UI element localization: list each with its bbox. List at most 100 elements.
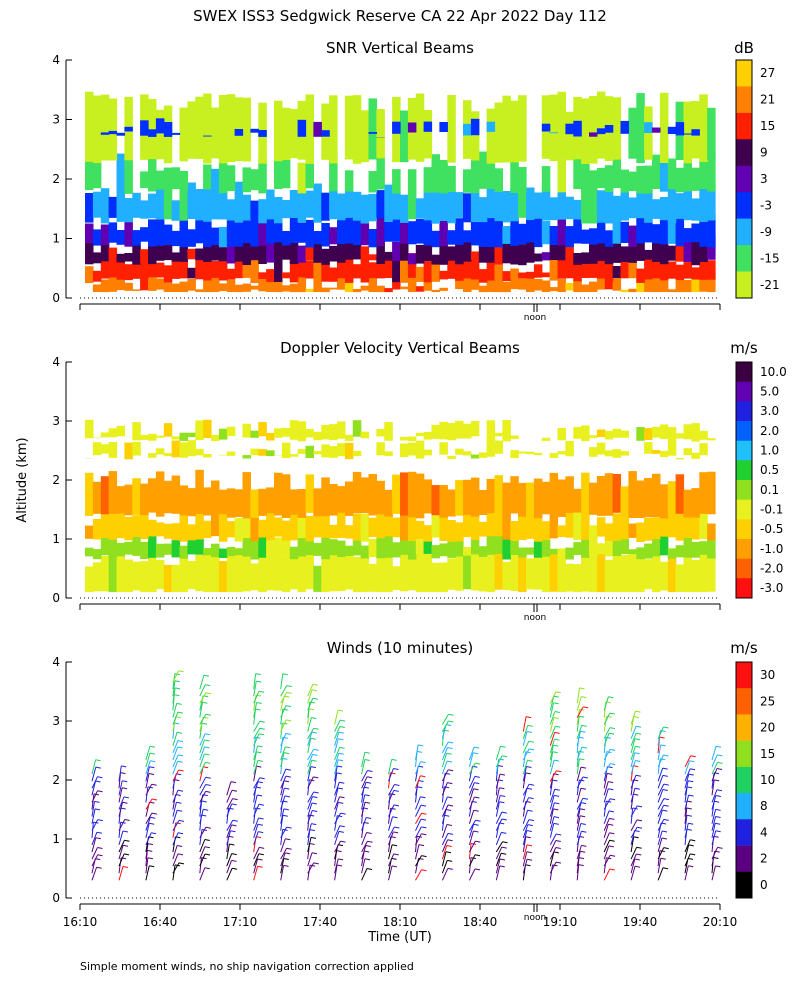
heatmap-cell (266, 279, 275, 292)
wind-barb-flag (149, 822, 155, 825)
heatmap-cell (541, 220, 551, 245)
heatmap-cell (596, 476, 606, 516)
wind-barb-flag (583, 706, 589, 709)
wind-barb (549, 795, 555, 810)
heatmap-cell (675, 433, 685, 439)
heatmap-cell (470, 539, 480, 555)
heatmap-cell (313, 257, 322, 280)
wind-barb (441, 782, 448, 796)
heatmap-cell (124, 282, 133, 291)
heatmap-cell (163, 122, 173, 137)
heatmap-cell (510, 100, 519, 163)
wind-barb (388, 808, 392, 824)
wind-barb-flag (502, 755, 508, 758)
heatmap-cell (360, 545, 370, 559)
heatmap-cell (211, 243, 220, 261)
wind-barb (603, 868, 611, 881)
heatmap-cell (644, 122, 653, 133)
heatmap-cell (132, 260, 141, 279)
colorbar-frame (735, 661, 753, 899)
heatmap-cell (289, 241, 299, 265)
heatmap-cell (195, 289, 204, 292)
wind-barb-flag (95, 780, 101, 783)
wind-barb-flag (391, 857, 397, 860)
wind-barb-flag (284, 787, 290, 790)
heatmap-cell (329, 95, 338, 164)
heatmap-cell (581, 472, 590, 515)
heatmap-cell (636, 268, 645, 283)
heatmap-cell (100, 188, 110, 224)
wind-barb (630, 853, 637, 867)
wind-barb-flag (311, 802, 317, 805)
wind-barb (495, 853, 502, 867)
heatmap-cell (392, 566, 401, 591)
wind-barb (576, 776, 584, 789)
wind-barb (253, 751, 257, 768)
heatmap-cell (518, 272, 527, 290)
heatmap-cell (337, 421, 346, 439)
wind-barb-flag (311, 852, 318, 855)
heatmap-cell (549, 287, 559, 292)
heatmap-cell (612, 513, 622, 541)
y-tick-label: 4 (52, 655, 60, 669)
heatmap-cell (203, 487, 212, 516)
wind-barb (307, 823, 312, 838)
wind-barb (280, 733, 287, 746)
wind-barb-flag (311, 731, 317, 734)
wind-barb (307, 852, 313, 867)
wind-barb (603, 798, 611, 810)
heatmap-cell (699, 241, 708, 262)
heatmap-cell (518, 167, 527, 193)
heatmap-cell (384, 216, 393, 242)
wind-barb (253, 728, 261, 739)
wind-barb (334, 765, 338, 782)
heatmap-cell (266, 551, 275, 591)
wind-barb-flag (634, 858, 640, 861)
wind-barb-flag (174, 722, 180, 725)
wind-barb-flag (447, 760, 453, 763)
wind-barb-flag (554, 759, 560, 762)
colorbar-label: 0 (760, 878, 768, 892)
wind-barb-flag (526, 830, 532, 832)
wind-barb (253, 745, 259, 761)
wind-barb-flag (286, 719, 292, 722)
wind-barb (657, 809, 663, 824)
colorbar-swatch (736, 578, 752, 599)
heatmap-cell (683, 280, 692, 293)
heatmap-cell (683, 162, 692, 192)
heatmap-cell (384, 531, 393, 558)
heatmap-cell (683, 532, 692, 558)
heatmap-cell (596, 273, 606, 290)
heatmap-cell (329, 190, 338, 220)
wind-barb (361, 868, 368, 881)
wind-barb (145, 766, 150, 782)
wind-barb (388, 816, 393, 831)
wind-barb (91, 808, 96, 824)
wind-barb (495, 818, 503, 831)
wind-barb (199, 826, 207, 839)
heatmap-cell (470, 251, 480, 260)
wind-barb-flag (448, 741, 454, 744)
wind-barb-flag (633, 836, 639, 839)
wind-barb (172, 673, 176, 690)
wind-barb-flag (339, 781, 345, 784)
heatmap-cell (407, 253, 417, 278)
wind-barb-flag (258, 733, 265, 736)
wind-barb-flag (610, 763, 616, 766)
heatmap-cell (486, 530, 496, 555)
heatmap-cell (549, 453, 559, 458)
heatmap-cell (344, 274, 354, 292)
wind-barb-flag (366, 817, 372, 819)
heatmap-cell (289, 509, 299, 541)
heatmap-cell (510, 476, 519, 514)
wind-barb-flag (311, 823, 317, 826)
wind-barb (334, 802, 339, 817)
heatmap-cell (344, 525, 354, 539)
heatmap-cell (187, 182, 196, 219)
wind-barb (361, 752, 366, 768)
y-tick-label: 2 (52, 473, 60, 487)
wind-barb (549, 840, 557, 853)
heatmap-cell (258, 449, 267, 456)
wind-barb (199, 777, 207, 789)
